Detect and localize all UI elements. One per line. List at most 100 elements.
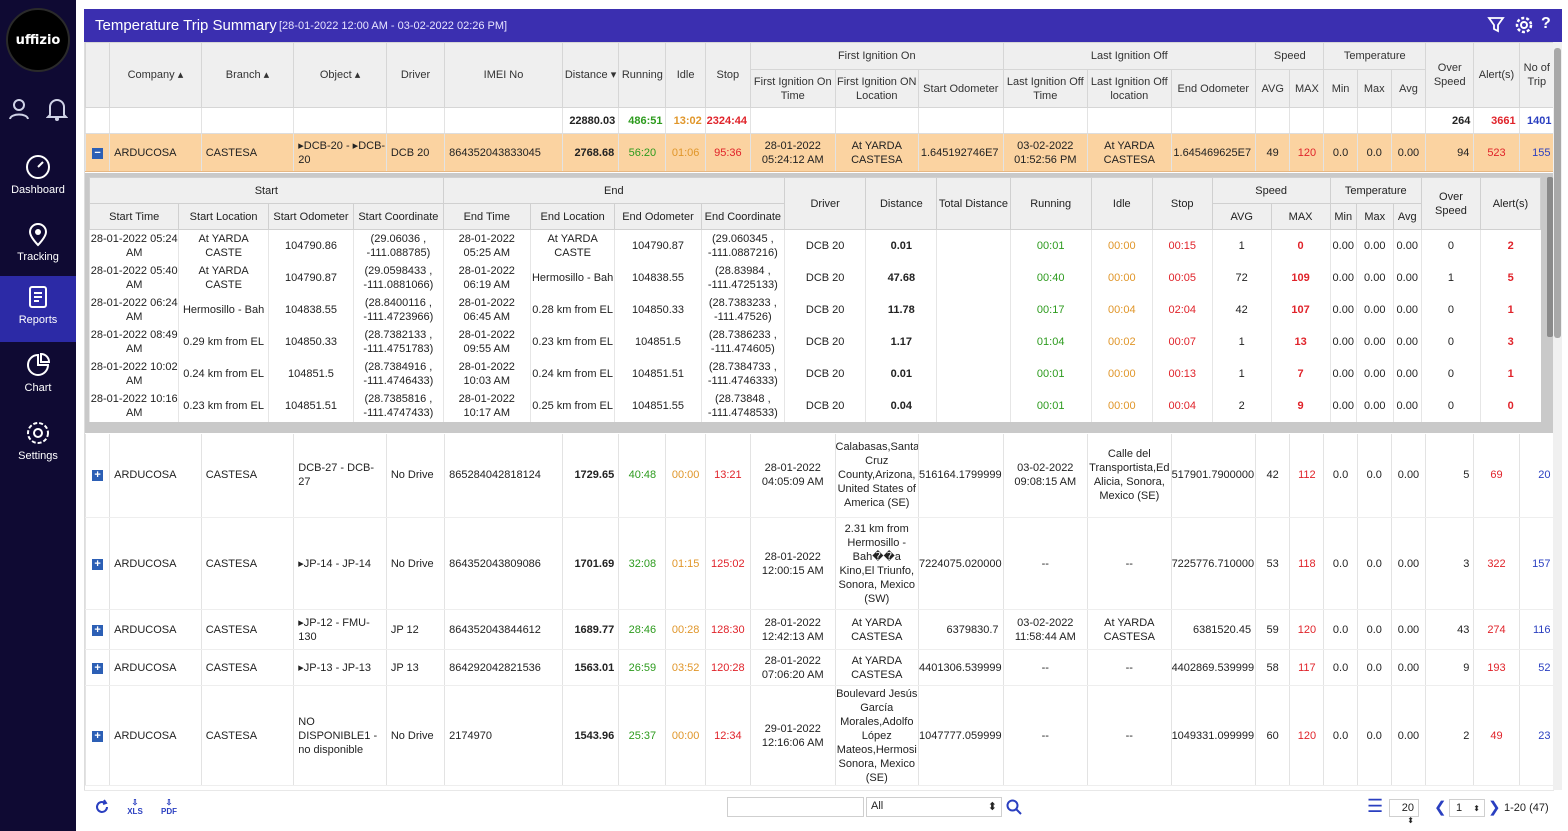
collapse-icon[interactable]: − xyxy=(92,147,104,159)
col-first-on-time[interactable]: First Ignition On Time xyxy=(749,69,836,108)
col-start-odometer[interactable]: Start Odometer xyxy=(918,69,1004,108)
detail-row[interactable]: 28-01-2022 06:24 AM Hermosillo - Bah 10483… xyxy=(88,293,1541,326)
cell-trips[interactable]: 20 xyxy=(1518,433,1554,518)
detail-row[interactable]: 28-01-2022 05:24 AM At YARDA CASTE 104790.… xyxy=(88,229,1541,262)
detail-col-end-time[interactable]: End Time xyxy=(442,203,531,230)
nav-reports[interactable]: Reports xyxy=(0,276,76,342)
col-running[interactable]: Running xyxy=(618,42,667,108)
col-imei[interactable]: IMEI No xyxy=(444,42,563,108)
expand-icon[interactable]: + xyxy=(92,662,104,674)
nav-tracking[interactable]: Tracking xyxy=(0,213,76,279)
col-company[interactable]: Company ▴ xyxy=(109,42,202,108)
detail-col-speed-avg[interactable]: AVG xyxy=(1211,203,1272,230)
detail-col-start-coordinate[interactable]: Start Coordinate xyxy=(353,203,444,230)
detail-row[interactable]: 28-01-2022 05:40 AM At YARDA CASTE 104790.… xyxy=(88,261,1541,294)
next-page-icon[interactable]: ❯ xyxy=(1488,799,1501,816)
user-icon[interactable] xyxy=(7,97,31,121)
nav-dashboard[interactable]: Dashboard xyxy=(0,146,76,212)
cell-first-location: At YARDA CASTESA xyxy=(834,609,919,650)
col-temp-min[interactable]: Min xyxy=(1323,69,1358,108)
cell-alerts[interactable]: 322 xyxy=(1473,517,1520,610)
col-temp-max[interactable]: Max xyxy=(1356,69,1392,108)
col-first-on-location[interactable]: First Ignition ON Location xyxy=(834,69,919,108)
app-logo[interactable]: uffizio xyxy=(6,8,70,72)
expand-icon[interactable]: + xyxy=(92,470,104,482)
cell-alerts[interactable]: 193 xyxy=(1473,649,1520,686)
detail-col-running[interactable]: Running xyxy=(1009,177,1092,230)
export-xls-icon[interactable]: ⇩ XLS xyxy=(127,798,143,816)
expand-icon[interactable]: + xyxy=(92,558,104,570)
cell-alerts[interactable]: 523 xyxy=(1473,133,1520,172)
search-input[interactable] xyxy=(727,797,864,817)
detail-row[interactable]: 28-01-2022 10:02 AM 0.24 km from EL 104851… xyxy=(88,357,1541,390)
detail-col-temp-max[interactable]: Max xyxy=(1355,203,1394,230)
col-object[interactable]: Object ▴ xyxy=(293,42,387,108)
col-branch[interactable]: Branch ▴ xyxy=(200,42,295,108)
col-speed-avg[interactable]: AVG xyxy=(1255,69,1291,108)
detail-col-end-odometer[interactable]: End Odometer xyxy=(614,203,702,230)
cell-alerts[interactable]: 69 xyxy=(1473,433,1520,518)
cell-trips[interactable]: 52 xyxy=(1518,649,1554,686)
detail-col-end-location[interactable]: End Location xyxy=(529,203,616,230)
detail-col-over-speed[interactable]: Over Speed xyxy=(1420,177,1481,230)
col-last-off-time[interactable]: Last Ignition Off Time xyxy=(1002,69,1089,108)
table-row[interactable]: + ARDUCOSA CASTESA ▸JP-13 - JP-13 JP 13 … xyxy=(85,649,1554,686)
table-row[interactable]: + ARDUCOSA CASTESA ▸JP-12 - FMU-130 JP 1… xyxy=(85,609,1554,650)
detail-col-start-location[interactable]: Start Location xyxy=(178,203,269,230)
cell-trips[interactable]: 23 xyxy=(1518,685,1554,786)
col-end-odometer[interactable]: End Odometer xyxy=(1170,69,1257,108)
expand-icon[interactable]: + xyxy=(92,730,104,742)
prev-page-icon[interactable]: ❮ xyxy=(1434,799,1447,816)
filter-select[interactable]: All ⬍ xyxy=(866,797,1002,817)
detail-col-idle[interactable]: Idle xyxy=(1090,177,1153,230)
cell-trips[interactable]: 116 xyxy=(1518,609,1554,650)
detail-col-speed-max[interactable]: MAX xyxy=(1270,203,1331,230)
col-temp-avg[interactable]: Avg xyxy=(1390,69,1427,108)
table-row-expanded[interactable]: − ARDUCOSA CASTESA ▸DCB-20 - ▸DCB-20 DCB… xyxy=(85,133,1554,172)
detail-col-total-distance[interactable]: Total Distance xyxy=(936,177,1011,230)
col-driver[interactable]: Driver xyxy=(385,42,446,108)
col-idle[interactable]: Idle xyxy=(665,42,706,108)
detail-col-alerts[interactable]: Alert(s) xyxy=(1479,177,1542,230)
cell-alerts[interactable]: 49 xyxy=(1473,685,1520,786)
detail-col-driver[interactable]: Driver xyxy=(783,177,867,230)
detail-col-end-coordinate[interactable]: End Coordinate xyxy=(700,203,786,230)
gear-icon[interactable] xyxy=(1515,16,1533,34)
search-icon[interactable] xyxy=(1006,799,1022,815)
bell-icon[interactable] xyxy=(46,97,68,121)
cell-trips[interactable]: 155 xyxy=(1518,133,1554,172)
filter-icon[interactable] xyxy=(1487,16,1505,34)
detail-col-stop[interactable]: Stop xyxy=(1151,177,1213,230)
detail-col-start-odometer[interactable]: Start Odometer xyxy=(267,203,355,230)
detail-row[interactable]: 28-01-2022 10:16 AM 0.23 km from EL 104851… xyxy=(88,389,1541,422)
col-last-off-location[interactable]: Last Ignition Off location xyxy=(1087,69,1172,108)
detail-col-temp-min[interactable]: Min xyxy=(1329,203,1357,230)
col-trips[interactable]: No of Trip xyxy=(1518,42,1554,108)
detail-col-temp-avg[interactable]: Avg xyxy=(1392,203,1422,230)
col-distance[interactable]: Distance ▾ xyxy=(561,42,620,108)
cell-alerts: 3 xyxy=(1479,325,1541,358)
detail-col-start-time[interactable]: Start Time xyxy=(88,203,180,230)
cell-alerts[interactable]: 274 xyxy=(1473,609,1520,650)
refresh-icon[interactable] xyxy=(94,799,110,815)
col-speed-max[interactable]: MAX xyxy=(1289,69,1325,108)
detail-row[interactable]: 28-01-2022 08:49 AM 0.29 km from EL 104850… xyxy=(88,325,1541,358)
page-size-select[interactable]: 20 ⬍ xyxy=(1389,799,1419,825)
help-icon[interactable]: ? xyxy=(1541,15,1551,32)
table-row[interactable]: + ARDUCOSA CASTESA ▸JP-14 - JP-14 No Dri… xyxy=(85,517,1554,610)
cell-company: ARDUCOSA xyxy=(109,685,202,786)
col-over-speed[interactable]: Over Speed xyxy=(1425,42,1475,108)
table-row[interactable]: + ARDUCOSA CASTESA NO DISPONIBLE1 - no d… xyxy=(85,685,1554,786)
col-alerts[interactable]: Alert(s) xyxy=(1473,42,1520,108)
cell-trips[interactable]: 157 xyxy=(1518,517,1554,610)
expand-icon[interactable]: + xyxy=(92,624,104,636)
nav-chart[interactable]: Chart xyxy=(0,344,76,410)
page-number-select[interactable]: 1 ⬍ xyxy=(1449,799,1485,817)
main-scrollbar[interactable] xyxy=(1553,42,1562,790)
detail-scrollbar[interactable] xyxy=(1547,177,1553,337)
detail-col-distance[interactable]: Distance xyxy=(865,177,938,230)
col-stop[interactable]: Stop xyxy=(704,42,751,108)
nav-settings[interactable]: Settings xyxy=(0,412,76,478)
export-pdf-icon[interactable]: ⇩ PDF xyxy=(161,798,177,816)
table-row[interactable]: + ARDUCOSA CASTESA DCB-27 - DCB-27 No Dr… xyxy=(85,433,1554,518)
